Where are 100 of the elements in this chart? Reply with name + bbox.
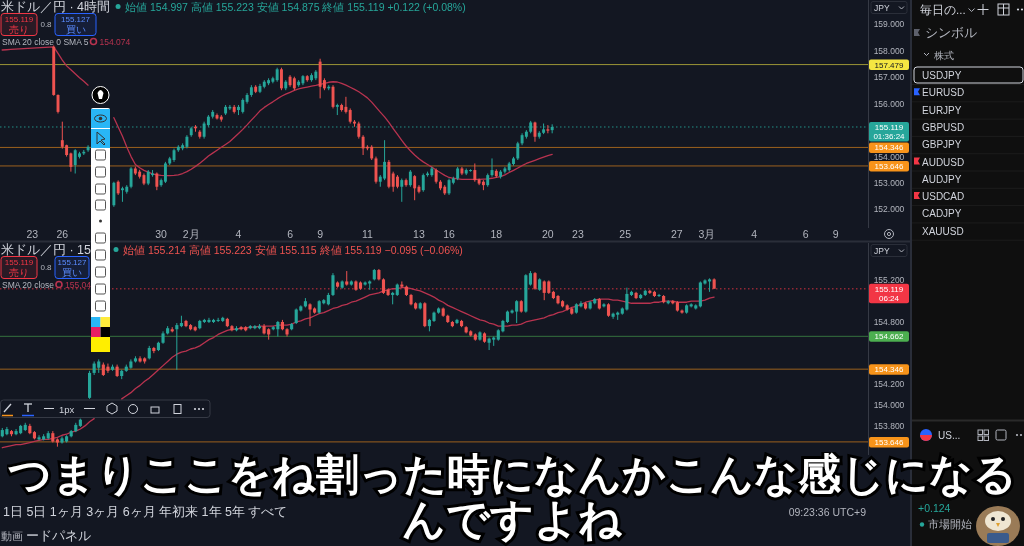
- candlestick: [657, 293, 661, 298]
- candlestick: [73, 148, 77, 175]
- x-tick-label: 27: [670, 227, 683, 240]
- y-tick-label: 159.000: [873, 19, 905, 30]
- legend-label: SMA 20 close: [2, 279, 55, 290]
- candlestick: [308, 302, 312, 327]
- candlestick: [611, 312, 615, 320]
- text: 株式: [933, 50, 954, 61]
- x-tick-label: 23: [572, 227, 584, 240]
- candlestick: [542, 279, 546, 301]
- x-tick-label: 3月: [698, 227, 716, 240]
- text: AUDUSD: [922, 156, 965, 168]
- candlestick: [383, 139, 387, 181]
- candlestick: [106, 363, 110, 374]
- candlestick: [680, 309, 684, 315]
- text: GBPUSD: [922, 121, 965, 133]
- candlestick: [253, 324, 257, 330]
- candlestick: [14, 428, 18, 436]
- x-tick-label: 20: [542, 227, 554, 240]
- annotation: 0.8: [40, 20, 53, 29]
- text: 09:23:36 UTC+9: [788, 506, 867, 518]
- candlestick: [37, 434, 41, 441]
- x-tick-label: 9: [832, 227, 839, 240]
- candlestick: [400, 280, 404, 289]
- y-axis-title: JPY: [874, 245, 890, 256]
- y-tick-label: 157.000: [873, 72, 905, 83]
- x-tick-label: 6: [802, 227, 809, 240]
- candlestick: [216, 317, 220, 323]
- candlestick: [515, 299, 519, 324]
- ref-line-label: 154.346: [874, 365, 905, 375]
- text: XAUUSD: [922, 225, 964, 237]
- annotation: 154.074: [99, 36, 131, 47]
- annotation: 0.8: [40, 263, 53, 272]
- candlestick: [344, 96, 348, 114]
- y-tick-label: 154.000: [873, 400, 905, 411]
- ref-line-label: 155.119 01:36:24: [873, 122, 906, 141]
- text: EURUSD: [922, 87, 965, 99]
- candlestick: [363, 280, 367, 287]
- x-tick-label: 25: [619, 227, 632, 240]
- x-tick-label: 11: [361, 227, 373, 240]
- candlestick: [602, 302, 606, 308]
- chart-title: 米ドル／円 · 15: [1, 243, 92, 257]
- text: 動画: [1, 530, 23, 542]
- x-tick-label: 13: [413, 227, 425, 240]
- annotation: 155.127: [61, 15, 91, 24]
- legend-label: SMA 20 close 0 SMA 5: [2, 36, 89, 47]
- chart-subtitle: 始値 155.214 高値 155.223 安値 155.115 終値 155.119 −0.095 (−0.06%): [123, 243, 463, 256]
- candlestick: [112, 181, 116, 208]
- x-tick-label: 16: [443, 227, 456, 240]
- candlestick: [163, 161, 167, 184]
- x-tick-label: 4: [751, 227, 758, 240]
- ref-line-label: 153.646: [874, 437, 905, 447]
- candlestick: [648, 289, 652, 295]
- candlestick: [331, 272, 335, 297]
- ref-line-label: 155.119 06:24: [874, 284, 904, 303]
- y-tick-label: 154.200: [873, 379, 905, 390]
- candlestick: [285, 327, 289, 338]
- y-tick-label: 153.800: [873, 420, 905, 431]
- annotation: 売り: [9, 23, 29, 35]
- ref-line-label: 154.346: [874, 143, 905, 153]
- candlestick: [138, 355, 142, 364]
- text: 1日 5日 1ヶ月 3ヶ月 6ヶ月 年初来 1年 5年 すべて: [3, 505, 288, 519]
- candlestick: [421, 173, 425, 193]
- candlestick: [239, 325, 243, 331]
- x-tick-label: 4: [235, 227, 242, 240]
- candlestick: [487, 337, 491, 351]
- candlestick: [86, 144, 90, 153]
- y-tick-label: 154.000: [873, 151, 905, 162]
- y-tick-label: 155.200: [873, 275, 905, 286]
- candlestick: [625, 287, 629, 312]
- candlestick: [279, 67, 283, 91]
- text: EURJPY: [922, 104, 962, 116]
- annotation: 155.119: [4, 258, 34, 267]
- y-axis-title: JPY: [874, 2, 890, 13]
- text: ードパネル: [26, 529, 91, 543]
- text: 市場開始: [928, 518, 972, 530]
- candlestick: [400, 178, 404, 203]
- y-tick-label: 152.000: [873, 204, 905, 215]
- chart-title: 米ドル／円 · 4時間: [1, 0, 111, 14]
- text: GBPJPY: [922, 139, 962, 151]
- annotation: 売り: [9, 266, 29, 278]
- annotation: 155.119: [4, 15, 34, 24]
- candlestick: [473, 162, 477, 183]
- x-tick-label: 26: [56, 227, 69, 240]
- annotation: 買い: [62, 266, 82, 278]
- candlestick: [207, 317, 211, 324]
- y-tick-label: 153.000: [873, 178, 905, 189]
- text: USDJPY: [922, 70, 962, 81]
- y-tick-label: 154.800: [873, 316, 905, 327]
- candlestick: [129, 166, 133, 189]
- x-tick-label: 6: [287, 227, 294, 240]
- text: CADJPY: [922, 208, 962, 220]
- candlestick: [175, 322, 179, 371]
- annotation: 155.127: [57, 258, 88, 267]
- annotation: 買い: [65, 23, 86, 35]
- x-tick-label: 2月: [182, 227, 200, 240]
- x-tick-label: 18: [490, 227, 503, 240]
- x-tick-label: 23: [26, 227, 39, 240]
- x-tick-label: 30: [155, 227, 168, 240]
- candlestick: [423, 301, 427, 328]
